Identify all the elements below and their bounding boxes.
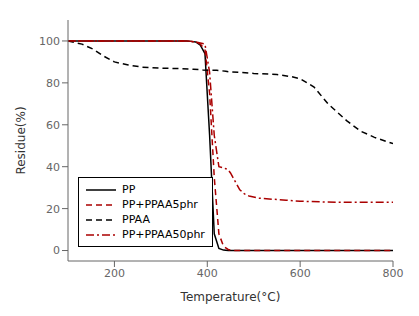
html-text:PP+PPAA50phr: PP+PPAA50phr [122, 228, 205, 241]
svg-text:40: 40 [46, 161, 60, 174]
svg-text:600: 600 [290, 267, 311, 280]
html-text:PP: PP [122, 183, 136, 196]
svg-text:400: 400 [197, 267, 218, 280]
svg-text:Residue(%): Residue(%) [14, 106, 28, 174]
html-text:PP+PPAA5phr: PP+PPAA5phr [122, 198, 198, 211]
svg-text:100: 100 [39, 35, 60, 48]
html-text:PPAA: PPAA [122, 213, 150, 226]
svg-text:0: 0 [53, 244, 60, 257]
svg-text:80: 80 [46, 77, 60, 90]
svg-text:200: 200 [104, 267, 125, 280]
svg-text:60: 60 [46, 119, 60, 132]
svg-text:Temperature(°C): Temperature(°C) [180, 290, 281, 304]
svg-text:800: 800 [383, 267, 404, 280]
svg-text:20: 20 [46, 203, 60, 216]
